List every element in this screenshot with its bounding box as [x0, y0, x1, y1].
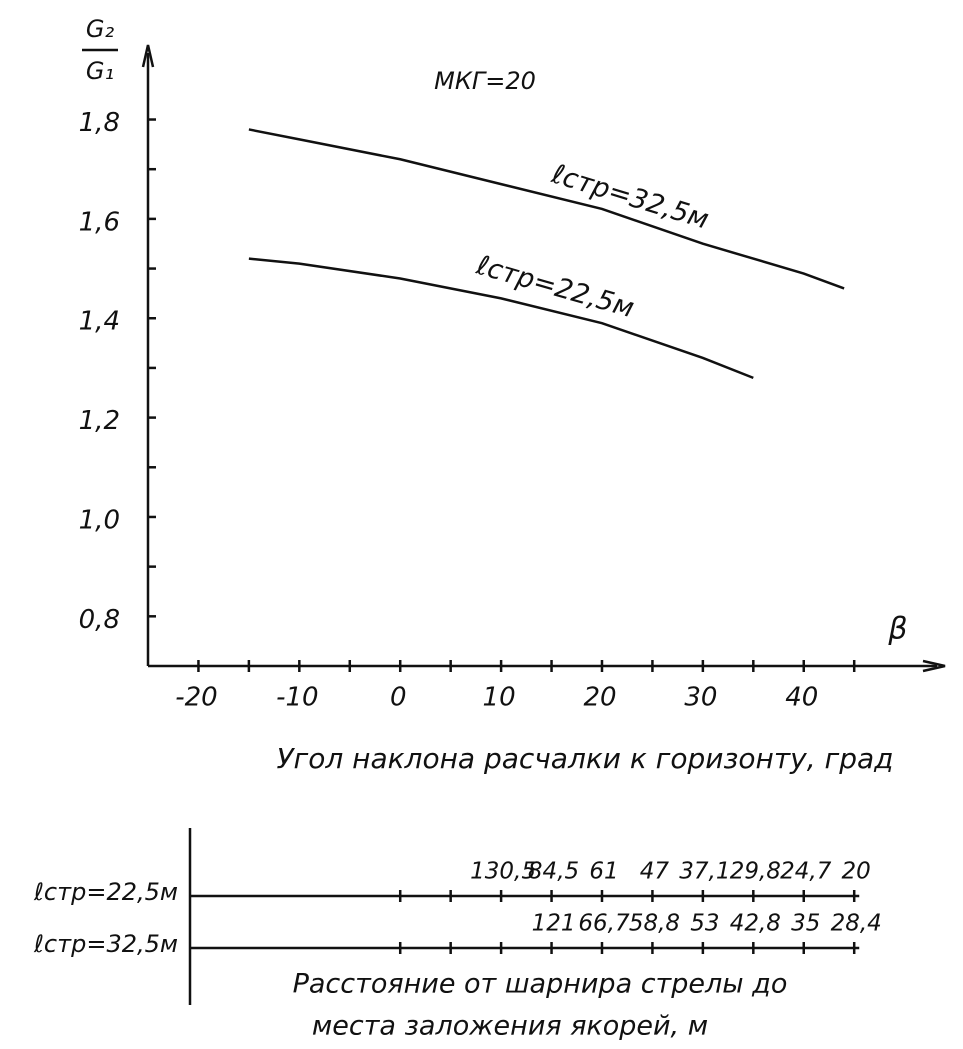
row-label: ℓстр=22,5м — [33, 878, 178, 906]
chart-title: МКГ=20 — [434, 67, 536, 95]
y-label-denominator: G₁ — [86, 57, 114, 85]
x-tick-label: 40 — [785, 683, 818, 713]
distance-label: 47 — [640, 859, 670, 885]
distance-label: 35 — [791, 911, 820, 937]
distance-label: 61 — [589, 859, 618, 885]
x-tick-label: 10 — [483, 683, 516, 713]
y-tick-label: 1,8 — [79, 108, 120, 138]
x-arrow — [922, 659, 946, 673]
row-label: ℓстр=32,5м — [33, 930, 178, 958]
y-tick-label: 1,2 — [79, 406, 120, 436]
distance-label: 29,8 — [730, 859, 781, 885]
x-symbol: β — [887, 612, 907, 647]
x-tick-label: -20 — [175, 683, 217, 713]
distance-label: 24,7 — [780, 859, 832, 885]
distance-label: 53 — [690, 911, 719, 937]
series-label: ℓстр=22,5м — [472, 250, 637, 325]
y-tick-label: 1,4 — [79, 307, 120, 337]
y-tick-label: 1,6 — [79, 207, 120, 237]
distance-label: 130,5 — [470, 859, 536, 885]
distance-label: 58,8 — [629, 911, 680, 937]
distance-label: 28,4 — [831, 911, 882, 937]
series-line — [248, 257, 754, 380]
series-label: ℓстр=32,5м — [547, 158, 712, 235]
y-tick-label: 0,8 — [79, 605, 120, 635]
distance-label: 121 — [532, 911, 576, 937]
x-tick-label: 30 — [684, 683, 717, 713]
x-tick-label: 20 — [583, 683, 616, 713]
y-label-numerator: G₂ — [86, 15, 115, 43]
scale-label: Расстояние от шарнира стрелы до — [293, 969, 788, 1000]
y-tick-label: 1,0 — [79, 505, 120, 535]
x-tick-label: 0 — [390, 683, 407, 713]
distance-label: 20 — [842, 859, 871, 885]
series-line — [248, 128, 845, 290]
distance-label: 66,7 — [578, 911, 630, 937]
x-tick-label: -10 — [276, 683, 318, 713]
scale-label: места заложения якорей, м — [312, 1011, 708, 1042]
distance-label: 37,1 — [679, 859, 730, 885]
y-arrow — [141, 44, 155, 68]
x-axis-label: Угол наклона расчалки к горизонту, град — [276, 742, 893, 775]
distance-label: 42,8 — [730, 911, 781, 937]
distance-label: 84,5 — [528, 859, 579, 885]
